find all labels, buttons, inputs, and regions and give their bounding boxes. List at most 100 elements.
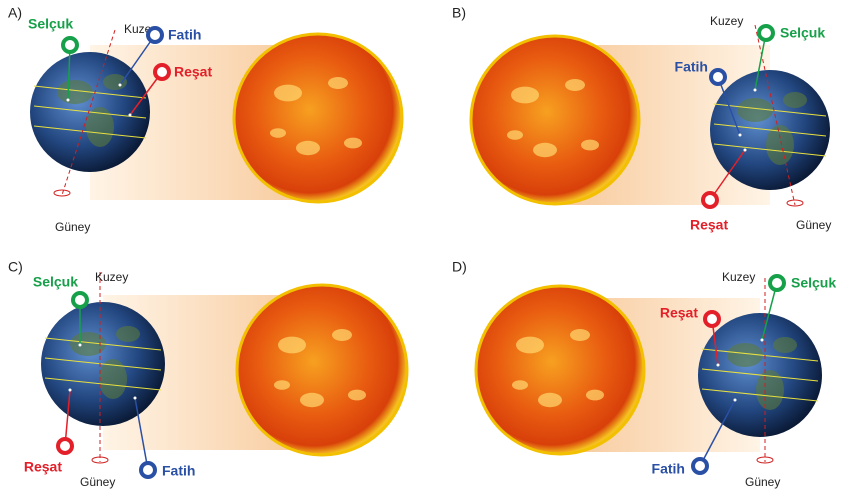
panel: D) Kuzey Güney Selçuk Fatih Reşat — [452, 259, 836, 489]
sun-spot — [512, 380, 528, 390]
land — [737, 98, 773, 122]
sun-spot — [274, 380, 290, 390]
pin-line — [754, 32, 767, 91]
pin-dot — [753, 88, 757, 92]
latitude-line — [44, 357, 162, 371]
north-label: Kuzey — [95, 270, 128, 284]
pin — [701, 191, 719, 209]
sun — [235, 283, 409, 457]
pin-dot — [760, 338, 764, 342]
land — [773, 337, 797, 353]
pin-dot — [66, 98, 70, 102]
north-label: Kuzey — [710, 14, 743, 28]
land — [86, 107, 114, 147]
pin — [139, 461, 157, 479]
latitude-line — [713, 143, 827, 157]
latitude-line — [33, 105, 147, 119]
person-name: Selçuk — [28, 16, 73, 32]
sun-spot — [586, 389, 604, 401]
option-label: C) — [8, 259, 23, 275]
south-label: Güney — [796, 218, 831, 232]
sun — [469, 34, 641, 206]
person-name: Fatih — [162, 463, 195, 479]
pin-line — [709, 149, 746, 201]
pin — [61, 36, 79, 54]
pin-line — [64, 389, 71, 447]
pin — [691, 457, 709, 475]
latitude-line — [701, 368, 819, 382]
person-name: Fatih — [652, 461, 685, 477]
south-label: Güney — [745, 475, 780, 489]
pin-dot — [118, 83, 122, 87]
latitude-line — [33, 125, 147, 139]
land — [99, 359, 127, 399]
panel: C) Kuzey Güney Selçuk Fatih Reşat — [8, 259, 409, 489]
sun-spot — [328, 77, 348, 89]
sun-spot — [533, 142, 557, 158]
pin — [71, 291, 89, 309]
sun-spot — [511, 86, 539, 104]
pin-dot — [743, 148, 747, 152]
pin-dot — [68, 388, 72, 392]
pin-line — [699, 399, 736, 467]
rotation-arrow — [786, 199, 804, 207]
rotation-arrow — [91, 456, 109, 464]
land — [103, 74, 127, 90]
person-name: Selçuk — [780, 25, 825, 41]
pin — [56, 437, 74, 455]
sun — [474, 284, 646, 456]
latitude-line — [44, 377, 162, 391]
latitude-line — [713, 123, 827, 137]
sun-spot — [332, 329, 352, 341]
pin — [146, 26, 164, 44]
pin — [757, 24, 775, 42]
person-name: Reşat — [24, 459, 62, 475]
land — [57, 80, 93, 104]
sun-spot — [507, 130, 523, 140]
option-label: D) — [452, 259, 467, 275]
pin — [768, 274, 786, 292]
pin-dot — [716, 363, 720, 367]
land — [766, 125, 794, 165]
sun-spot — [270, 128, 286, 138]
panel: B) Kuzey Güney Selçuk Fatih Reşat — [452, 5, 831, 233]
rotation-arrow — [53, 189, 71, 197]
land — [756, 370, 784, 410]
sun-spot — [570, 329, 590, 341]
sun-spot — [516, 336, 544, 354]
pin-line — [761, 282, 778, 341]
latitude-line — [701, 388, 819, 402]
pin — [709, 68, 727, 86]
rotation-arrow — [756, 456, 774, 464]
person-name: Selçuk — [33, 274, 78, 290]
sun-spot — [274, 84, 302, 102]
person-name: Fatih — [168, 27, 201, 43]
person-name: Reşat — [174, 64, 212, 80]
north-label: Kuzey — [722, 270, 755, 284]
person-name: Reşat — [660, 305, 698, 321]
option-label: A) — [8, 5, 22, 21]
south-label: Güney — [80, 475, 115, 489]
sun-spot — [581, 139, 599, 151]
sun-spot — [348, 389, 366, 401]
sun-spot — [278, 336, 306, 354]
pin — [153, 63, 171, 81]
sun-spot — [296, 140, 320, 156]
sun-spot — [344, 137, 362, 149]
pin-line — [67, 44, 71, 101]
land — [783, 92, 807, 108]
pin-line — [134, 397, 149, 471]
latitude-line — [701, 348, 819, 362]
pin — [703, 310, 721, 328]
rotation-axis — [61, 29, 116, 196]
pin-dot — [128, 113, 132, 117]
person-name: Reşat — [690, 217, 728, 233]
pin-dot — [738, 133, 742, 137]
sun — [232, 32, 404, 204]
land — [727, 343, 763, 367]
land — [70, 332, 106, 356]
latitude-line — [33, 85, 147, 99]
pin-dot — [133, 396, 137, 400]
sun-spot — [538, 392, 562, 408]
